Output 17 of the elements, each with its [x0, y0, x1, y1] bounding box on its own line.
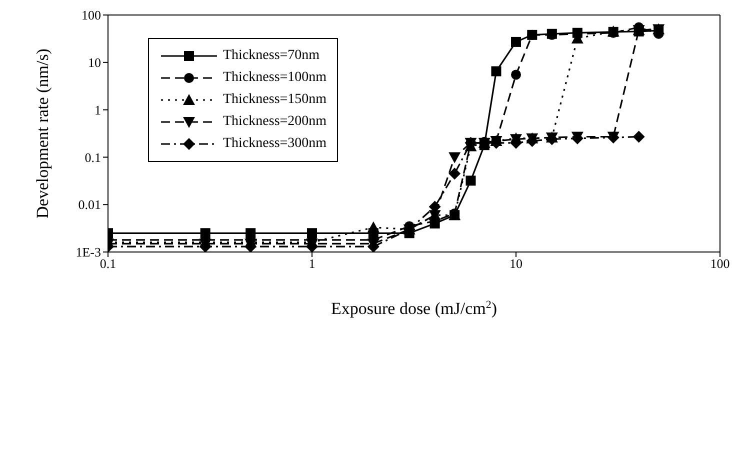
- x-axis-title: Exposure dose (mJ/cm$^{2}$): [330, 299, 498, 318]
- legend-label: Thickness=100nm: [223, 70, 327, 86]
- legend-label: Thickness=200nm: [223, 114, 327, 130]
- x-tick-label: 10: [510, 256, 522, 272]
- x-tick-label: 0.1: [100, 256, 116, 272]
- legend-label: Thickness=70nm: [223, 48, 320, 64]
- y-tick-label: 10: [88, 55, 101, 70]
- x-tick-label: 100: [710, 256, 730, 272]
- y-tick-label: 1: [94, 102, 101, 118]
- y-tick-label: 0.01: [78, 197, 101, 212]
- legend-label: Thickness=300nm: [223, 136, 327, 152]
- legend-label: Thickness=150nm: [223, 92, 327, 108]
- y-tick-label: 0.1: [84, 150, 101, 165]
- y-tick-label: 1E-3: [76, 244, 101, 260]
- y-tick-label: 100: [82, 8, 101, 23]
- y-axis-title: Development rate (nm/s): [33, 48, 52, 218]
- x-tick-label: 1: [308, 256, 316, 272]
